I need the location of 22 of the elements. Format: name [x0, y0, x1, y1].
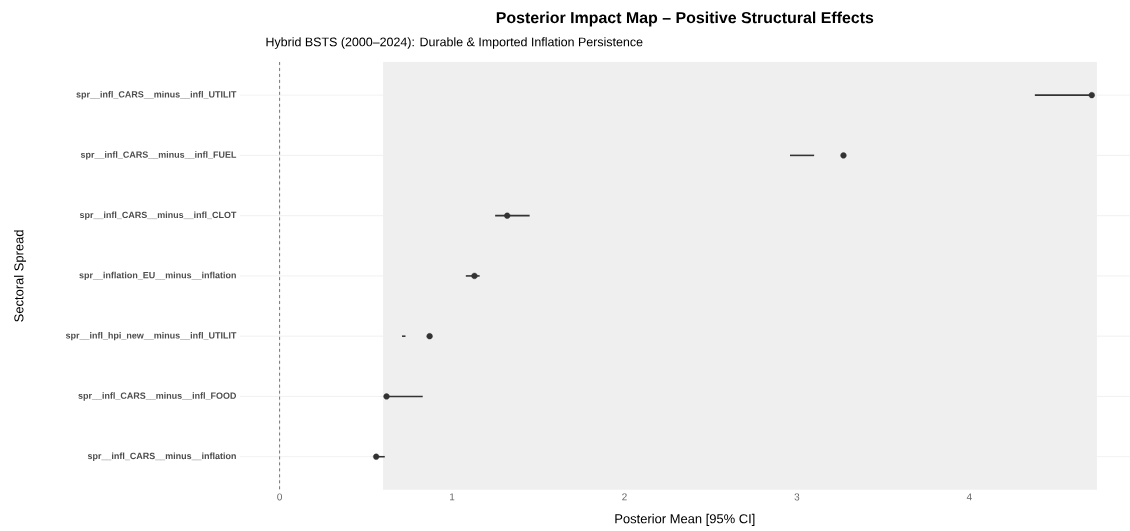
y-tick-label: spr__inflation_EU__minus__inflation: [79, 271, 236, 281]
y-tick-label: spr__infl_hpi_new__minus__infl_UTILIT: [65, 332, 237, 341]
point: [373, 453, 380, 460]
x-tick-label: 1: [450, 493, 455, 501]
x-tick-label: 2: [622, 493, 627, 501]
y-tick-label: spr__infl_CARS__minus__infl_CLOT: [79, 211, 237, 220]
point: [504, 212, 511, 219]
point: [1088, 92, 1095, 99]
chart-subtitle: Hybrid BSTS (2000–2024): Durable & Imported Inflation Persistence: [266, 37, 643, 49]
y-tick-label: spr__infl_CARS__minus__infl_UTILIT: [76, 91, 237, 100]
point: [426, 333, 433, 340]
y-tick-label: spr__infl_CARS__minus__infl_FOOD: [78, 392, 237, 401]
x-tick-label: 4: [966, 493, 972, 501]
x-tick-label: 0: [277, 493, 282, 501]
point: [471, 272, 478, 280]
chart-title: Posterior Impact Map – Positive Structural Effects: [496, 11, 874, 27]
x-axis-title: Posterior Mean [95% CI]: [615, 513, 755, 526]
point: [840, 152, 847, 159]
point: [383, 393, 390, 400]
y-axis-title: Sectoral Spread: [13, 230, 27, 322]
x-tick-label: 3: [794, 493, 800, 501]
y-tick-label: spr__infl_CARS__minus__infl_FUEL: [80, 151, 237, 160]
